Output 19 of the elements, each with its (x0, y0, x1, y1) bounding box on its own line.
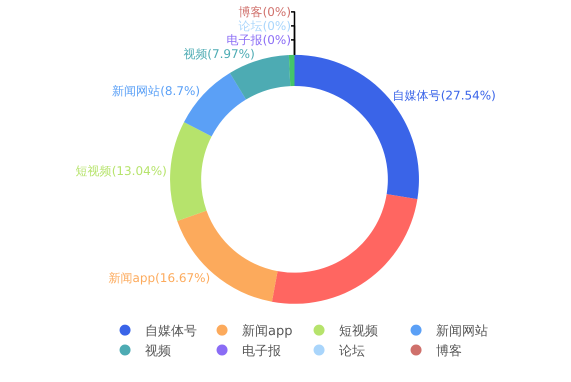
legend-label: 论坛 (339, 344, 366, 360)
legend-label: 新闻app (242, 324, 293, 340)
text: 论坛(0%) (238, 18, 291, 33)
data-label: 新闻网站(8.7%) (112, 84, 200, 98)
donut-slice (288, 54, 294, 86)
legend-label: 自媒体号 (145, 324, 198, 340)
data-label: 视频(7.97%) (183, 46, 255, 61)
legend-label: 短视频 (339, 324, 378, 340)
text: 博客(0%) (238, 4, 291, 19)
legend-label: 视频 (145, 344, 172, 360)
legend-label: 电子报 (242, 344, 282, 360)
data-label: 短视频(13.04%) (76, 164, 167, 178)
donut-slice (272, 194, 418, 304)
data-label: 新闻app(16.67%) (108, 271, 210, 286)
legend-label: 博客 (436, 343, 462, 360)
data-label: 自媒体号(27.54%) (392, 88, 496, 103)
legend-label: 新闻网站 (436, 324, 488, 340)
donut-slice (170, 122, 212, 221)
text: 电子报(0%) (226, 32, 291, 47)
